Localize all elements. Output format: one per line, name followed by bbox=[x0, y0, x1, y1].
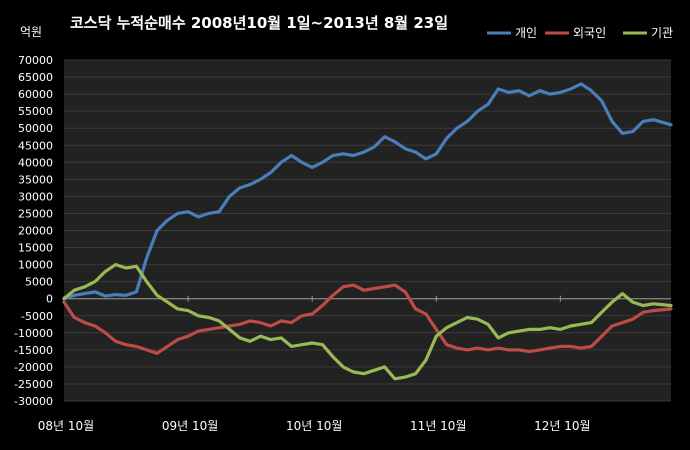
y-tick-label: -10000 bbox=[14, 327, 53, 340]
chart-title: 코스닥 누적순매수 2008년10월 1일~2013년 8월 23일 bbox=[70, 14, 448, 32]
y-tick-label: 20000 bbox=[18, 225, 53, 238]
series-lines bbox=[62, 82, 673, 381]
x-tick-label: 10년 10월 bbox=[286, 419, 342, 433]
y-tick-label: 65000 bbox=[18, 71, 53, 84]
y-tick-label: 40000 bbox=[18, 156, 53, 169]
y-tick-label: -5000 bbox=[21, 310, 53, 323]
legend: 개인 외국인 기관 bbox=[487, 26, 673, 40]
grid-lines bbox=[64, 59, 671, 402]
y-tick-label: 60000 bbox=[18, 88, 53, 101]
y-tick-label: 25000 bbox=[18, 207, 53, 220]
y-axis-unit-label: 억원 bbox=[20, 25, 42, 39]
series-line-3 bbox=[62, 263, 673, 381]
legend-label: 기관 bbox=[651, 26, 673, 40]
x-tick-label: 08년 10월 bbox=[38, 419, 94, 433]
y-tick-label: -15000 bbox=[14, 344, 53, 357]
x-tick-label: 12년 10월 bbox=[534, 419, 590, 433]
y-tick-label: 15000 bbox=[18, 242, 53, 255]
y-tick-label: 55000 bbox=[18, 105, 53, 118]
y-tick-label: -25000 bbox=[14, 378, 53, 391]
y-tick-label: 0 bbox=[46, 293, 53, 306]
y-axis-ticks: 7000065000600005500050000450004000035000… bbox=[14, 54, 53, 408]
y-tick-label: 30000 bbox=[18, 190, 53, 203]
y-tick-label: 70000 bbox=[18, 54, 53, 67]
x-tick-label: 09년 10월 bbox=[162, 419, 218, 433]
y-tick-label: 45000 bbox=[18, 139, 53, 152]
legend-label: 외국인 bbox=[573, 26, 606, 40]
series-line-1 bbox=[62, 82, 673, 301]
y-tick-label: 50000 bbox=[18, 122, 53, 135]
y-tick-label: -20000 bbox=[14, 361, 53, 374]
series-line-2 bbox=[62, 283, 673, 355]
y-tick-label: 35000 bbox=[18, 173, 53, 186]
y-tick-label: -30000 bbox=[14, 395, 53, 408]
x-tick-label: 11년 10월 bbox=[410, 419, 466, 433]
x-axis-ticks: 08년 10월 09년 10월 10년 10월 11년 10월 12년 10월 bbox=[38, 419, 591, 433]
y-tick-label: 5000 bbox=[25, 276, 53, 289]
y-tick-label: 10000 bbox=[18, 259, 53, 272]
legend-label: 개인 bbox=[515, 26, 537, 40]
